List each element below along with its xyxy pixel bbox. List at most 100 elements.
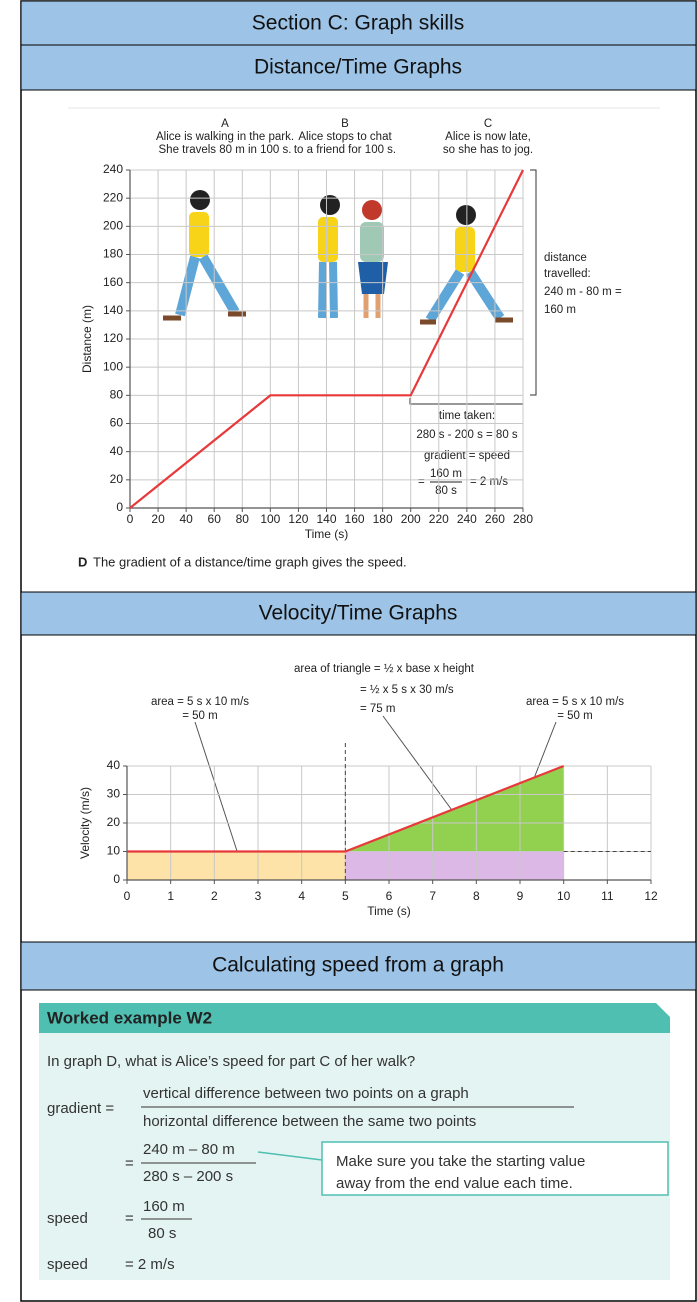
figure-walking bbox=[163, 190, 246, 321]
x-tick-label: 260 bbox=[485, 512, 505, 526]
note: travelled: bbox=[544, 268, 591, 280]
y-tick-label: 200 bbox=[103, 219, 123, 233]
y-tick-label: 10 bbox=[107, 844, 121, 858]
numerator: vertical difference between two points o… bbox=[143, 1085, 469, 1102]
example-header bbox=[39, 1003, 670, 1033]
x-tick-label: 200 bbox=[401, 512, 421, 526]
x-tick-label: 180 bbox=[373, 512, 393, 526]
heading: Distance/Time Graphs bbox=[254, 56, 462, 79]
note: = 2 m/s bbox=[470, 476, 508, 488]
caption: The gradient of a distance/time graph gi… bbox=[93, 554, 407, 569]
heading-row bbox=[20, 44, 697, 91]
stage-label: B bbox=[341, 118, 349, 130]
note: 240 m - 80 m = bbox=[544, 286, 622, 298]
x-tick-label: 12 bbox=[644, 889, 658, 903]
figures bbox=[163, 190, 513, 325]
worked-example: Worked example W2 In graph D, what is Al… bbox=[39, 1003, 670, 1280]
note: area of triangle = ½ x base x height bbox=[294, 663, 475, 675]
header: Section C: Graph skills bbox=[252, 12, 464, 35]
y-tick-label: 100 bbox=[103, 359, 123, 373]
y-tick-label: 120 bbox=[103, 331, 123, 345]
x-axis-label: Time (s) bbox=[367, 904, 411, 918]
note: = 50 m bbox=[182, 710, 217, 722]
question: In graph D, what is Alice’s speed for pa… bbox=[47, 1053, 415, 1070]
x-tick-label: 7 bbox=[429, 889, 436, 903]
x-tick-label: 9 bbox=[517, 889, 524, 903]
term: speed bbox=[47, 1210, 88, 1227]
y-axis-label: Velocity (m/s) bbox=[78, 787, 92, 859]
numerator: 240 m – 80 m bbox=[143, 1141, 235, 1158]
y-axis-label: Distance (m) bbox=[80, 305, 94, 373]
x-tick-label: 10 bbox=[557, 889, 571, 903]
x-tick-label: 3 bbox=[255, 889, 262, 903]
x-tick-label: 60 bbox=[208, 512, 222, 526]
x-tick-label: 160 bbox=[345, 512, 365, 526]
x-tick-label: 280 bbox=[513, 512, 533, 526]
area bbox=[127, 851, 346, 880]
x-tick-label: 11 bbox=[601, 889, 614, 903]
x-tick-label: 0 bbox=[127, 512, 134, 526]
bracket bbox=[530, 169, 537, 396]
note: = ½ x 5 s x 30 m/s bbox=[360, 684, 454, 696]
x-tick-label: 5 bbox=[342, 889, 349, 903]
y-tick-label: 140 bbox=[103, 303, 123, 317]
y-tick-label: 0 bbox=[116, 500, 123, 514]
stage-text: Alice stops to chat bbox=[298, 131, 392, 143]
data-line bbox=[127, 764, 565, 853]
x-tick-label: 0 bbox=[124, 889, 131, 903]
note: distance bbox=[544, 252, 587, 264]
x-tick-label: 4 bbox=[298, 889, 305, 903]
note: = 50 m bbox=[557, 710, 592, 722]
stage-text: to a friend for 100 s. bbox=[294, 144, 396, 156]
stage-text: She travels 80 m in 100 s. bbox=[159, 144, 292, 156]
stage-label: C bbox=[484, 118, 492, 130]
x-tick-label: 140 bbox=[316, 512, 336, 526]
connector bbox=[257, 1151, 323, 1161]
note: area = 5 s x 10 m/s bbox=[526, 696, 624, 708]
x-tick-label: 240 bbox=[457, 512, 477, 526]
data-line bbox=[129, 169, 524, 509]
distance-time-chart: A Alice is walking in the park. She trav… bbox=[156, 118, 533, 156]
equals: = bbox=[125, 1210, 134, 1227]
stage-label: A bbox=[221, 118, 229, 130]
x-tick-label: 80 bbox=[236, 512, 250, 526]
numerator: 160 m bbox=[143, 1198, 185, 1215]
y-tick-label: 80 bbox=[110, 388, 124, 402]
note: = 75 m bbox=[360, 703, 395, 715]
y-tick-label: 40 bbox=[110, 444, 124, 458]
figure-jogging bbox=[420, 205, 513, 325]
chart: 0 20 40 60 80 100 120 140 160 180 200 220 240 260 280 0… bbox=[80, 162, 533, 541]
heading: Velocity/Time Graphs bbox=[259, 602, 458, 625]
corner bbox=[656, 1003, 670, 1017]
y-tick-label: 40 bbox=[107, 758, 121, 772]
x-axis-label: Time (s) bbox=[305, 527, 349, 541]
y-tick-label: 20 bbox=[110, 472, 124, 486]
note: 160 m bbox=[544, 304, 576, 316]
x-tick-label: 220 bbox=[429, 512, 449, 526]
stage-text: Alice is now late, bbox=[445, 131, 531, 143]
note: 160 m bbox=[430, 468, 462, 480]
x-tick-label: 100 bbox=[260, 512, 280, 526]
heading-row bbox=[20, 941, 697, 991]
caption-label: D bbox=[78, 554, 87, 569]
x-tick-label: 1 bbox=[167, 889, 174, 903]
x-tick-label: 40 bbox=[179, 512, 193, 526]
term: speed bbox=[47, 1256, 88, 1273]
note: = bbox=[418, 476, 425, 488]
x-tick-label: 8 bbox=[473, 889, 480, 903]
y-tick-label: 20 bbox=[107, 815, 121, 829]
stage-text: Alice is walking in the park. bbox=[156, 131, 294, 143]
x-tick-label: 120 bbox=[288, 512, 308, 526]
y-tick-label: 180 bbox=[103, 247, 123, 261]
heading-row bbox=[20, 591, 697, 636]
callout-text: Make sure you take the starting value bbox=[336, 1153, 585, 1170]
y-tick-label: 0 bbox=[113, 872, 120, 886]
heading: Calculating speed from a graph bbox=[212, 954, 504, 977]
y-tick-label: 60 bbox=[110, 416, 124, 430]
example-title: Worked example W2 bbox=[47, 1008, 212, 1027]
y-tick-label: 160 bbox=[103, 275, 123, 289]
term: gradient = bbox=[47, 1100, 114, 1117]
leader-line bbox=[194, 721, 238, 852]
